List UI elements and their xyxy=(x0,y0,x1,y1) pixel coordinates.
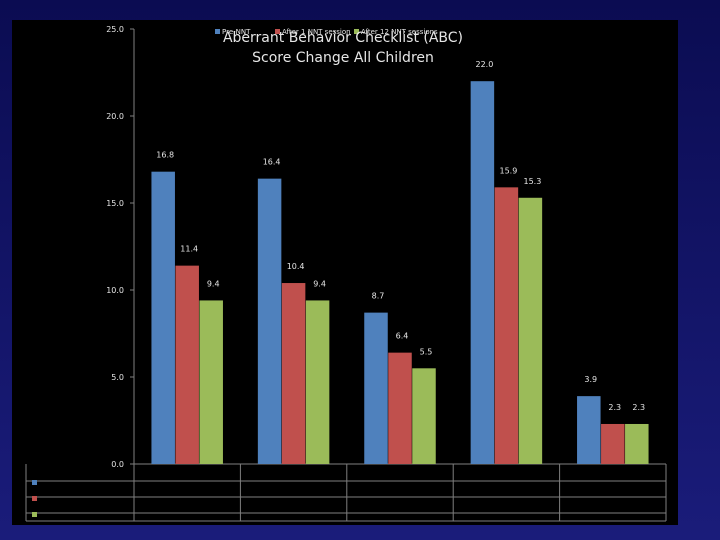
table-series-key xyxy=(32,496,37,501)
data-label: 3.9 xyxy=(584,375,597,384)
bar-series-3-group-3 xyxy=(412,368,436,464)
bar-series-2-group-1 xyxy=(175,266,199,464)
chart-title-line-2: Score Change All Children xyxy=(252,50,434,66)
data-label: 2.3 xyxy=(632,403,645,412)
data-label: 2.3 xyxy=(608,403,621,412)
bar-series-3-group-5 xyxy=(625,424,649,464)
bar-series-2-group-2 xyxy=(282,283,306,464)
data-label: 6.4 xyxy=(396,332,409,341)
bar-series-2-group-5 xyxy=(601,424,625,464)
y-tick-label: 20.0 xyxy=(106,112,124,121)
y-tick-label: 15.0 xyxy=(106,199,124,208)
table-series-key xyxy=(32,480,37,485)
data-label: 15.9 xyxy=(499,166,517,175)
bar-series-2-group-4 xyxy=(495,187,519,464)
table-series-key xyxy=(32,512,37,517)
data-label: 22.0 xyxy=(475,60,493,69)
bar-series-2-group-3 xyxy=(388,353,412,464)
bar-series-3-group-2 xyxy=(306,300,330,464)
data-label: 5.5 xyxy=(420,347,433,356)
data-label: 8.7 xyxy=(372,292,385,301)
bar-series-1-group-4 xyxy=(471,81,495,464)
data-label: 15.3 xyxy=(523,177,541,186)
data-label: 10.4 xyxy=(287,262,305,271)
y-tick-label: 0.0 xyxy=(111,460,124,469)
chart-bars xyxy=(151,81,648,464)
y-tick-label: 25.0 xyxy=(106,25,124,34)
bar-series-1-group-5 xyxy=(577,396,601,464)
bar-series-1-group-2 xyxy=(258,179,282,464)
data-label: 16.8 xyxy=(156,151,174,160)
data-label: 16.4 xyxy=(263,158,281,167)
y-tick-label: 10.0 xyxy=(106,286,124,295)
bar-series-3-group-1 xyxy=(199,300,223,464)
bar-series-3-group-4 xyxy=(519,198,543,464)
data-label: 9.4 xyxy=(313,279,326,288)
chart-panel: 0.0 5.0 10.0 15.0 20.0 25.0 16.8 11.4 9.4 16.4 10… xyxy=(12,20,678,525)
chart-title-line-1: Aberrant Behavior Checklist (ABC) xyxy=(223,30,463,46)
data-table xyxy=(26,464,666,521)
y-tick-label: 5.0 xyxy=(111,373,124,382)
data-label: 9.4 xyxy=(207,279,220,288)
data-label: 11.4 xyxy=(180,245,198,254)
bar-series-1-group-3 xyxy=(364,313,388,464)
legend-swatch-1 xyxy=(215,29,220,34)
bar-series-1-group-1 xyxy=(151,172,175,464)
abc-score-bar-chart: 0.0 5.0 10.0 15.0 20.0 25.0 16.8 11.4 9.4 16.4 10… xyxy=(12,20,678,525)
